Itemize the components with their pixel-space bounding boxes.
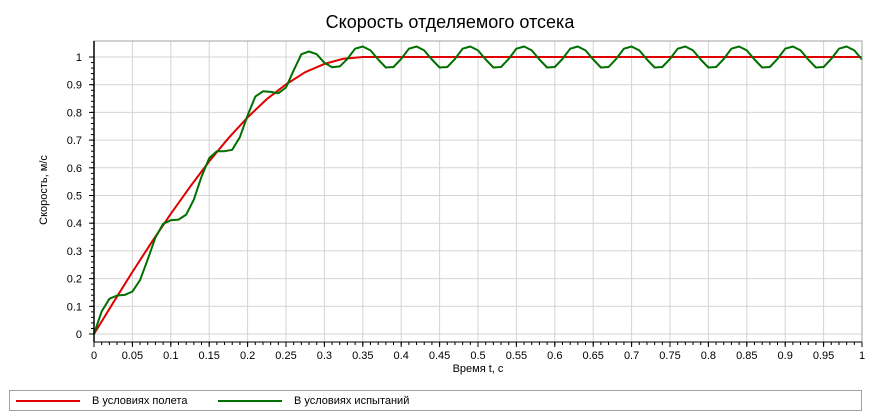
chart-title: Скорость отделяемого отсека bbox=[326, 12, 576, 32]
x-tick-label: 0.1 bbox=[163, 350, 178, 362]
x-tick-label: 0.05 bbox=[122, 350, 143, 362]
x-tick-labels: 0 0.05 0.1 0.15 0.2 0.25 0.3 0.35 0.4 0.45 0.5 0.55… bbox=[91, 350, 865, 362]
y-tick-label: 0.2 bbox=[67, 274, 82, 286]
x-tick-label: 0.55 bbox=[506, 350, 527, 362]
y-tick-label: 0.6 bbox=[67, 163, 82, 175]
legend-swatch-flight bbox=[16, 399, 80, 402]
legend: В условиях полета В условиях испытаний bbox=[9, 390, 862, 411]
y-tick-label: 0 bbox=[76, 329, 82, 341]
x-tick-label: 1 bbox=[859, 350, 865, 362]
y-tick-label: 0.3 bbox=[67, 246, 82, 258]
legend-item-flight: В условиях полета bbox=[10, 391, 187, 410]
x-tick-label: 0.6 bbox=[547, 350, 562, 362]
x-tick-label: 0 bbox=[91, 350, 97, 362]
x-tick-label: 0.5 bbox=[470, 350, 485, 362]
x-tick-label: 0.65 bbox=[582, 350, 603, 362]
y-axis-label: Скорость, м/с bbox=[38, 155, 50, 225]
x-tick-label: 0.45 bbox=[429, 350, 450, 362]
y-tick-label: 0.9 bbox=[67, 80, 82, 92]
x-tick-label: 0.9 bbox=[778, 350, 793, 362]
x-tick-label: 0.4 bbox=[394, 350, 409, 362]
y-tick-label: 0.8 bbox=[67, 107, 82, 119]
legend-label-test: В условиях испытаний bbox=[294, 394, 410, 407]
x-tick-label: 0.7 bbox=[624, 350, 639, 362]
y-tick-label: 0.7 bbox=[67, 135, 82, 147]
legend-swatch-test bbox=[218, 399, 282, 402]
y-tick-label: 1 bbox=[76, 52, 82, 64]
x-tick-label: 0.95 bbox=[813, 350, 834, 362]
y-tick-labels: 0 0.1 0.2 0.3 0.4 0.5 0.6 0.7 0.8 0.9 1 bbox=[67, 52, 82, 341]
axes bbox=[89, 40, 863, 347]
x-tick-label: 0.3 bbox=[317, 350, 332, 362]
series-line-1 bbox=[93, 45, 863, 335]
legend-label-flight: В условиях полета bbox=[92, 394, 188, 407]
x-axis-label: Время t, с bbox=[453, 363, 504, 375]
y-tick-label: 0.4 bbox=[67, 218, 82, 230]
y-tick-label: 0.5 bbox=[67, 191, 82, 203]
series-line-0 bbox=[93, 56, 862, 335]
x-tick-label: 0.8 bbox=[701, 350, 716, 362]
x-tick-label: 0.2 bbox=[240, 350, 255, 362]
x-tick-label: 0.15 bbox=[198, 350, 219, 362]
y-tick-label: 0.1 bbox=[67, 301, 82, 313]
grid-lines bbox=[93, 41, 863, 342]
x-tick-label: 0.85 bbox=[736, 350, 757, 362]
legend-item-test: В условиях испытаний bbox=[212, 391, 409, 410]
series-layer bbox=[93, 45, 863, 335]
x-tick-label: 0.35 bbox=[352, 350, 373, 362]
x-tick-label: 0.25 bbox=[275, 350, 296, 362]
x-tick-label: 0.75 bbox=[659, 350, 680, 362]
line-chart: Скорость отделяемого отсека 0 0.05 0.1 0.15… bbox=[38, 12, 865, 375]
